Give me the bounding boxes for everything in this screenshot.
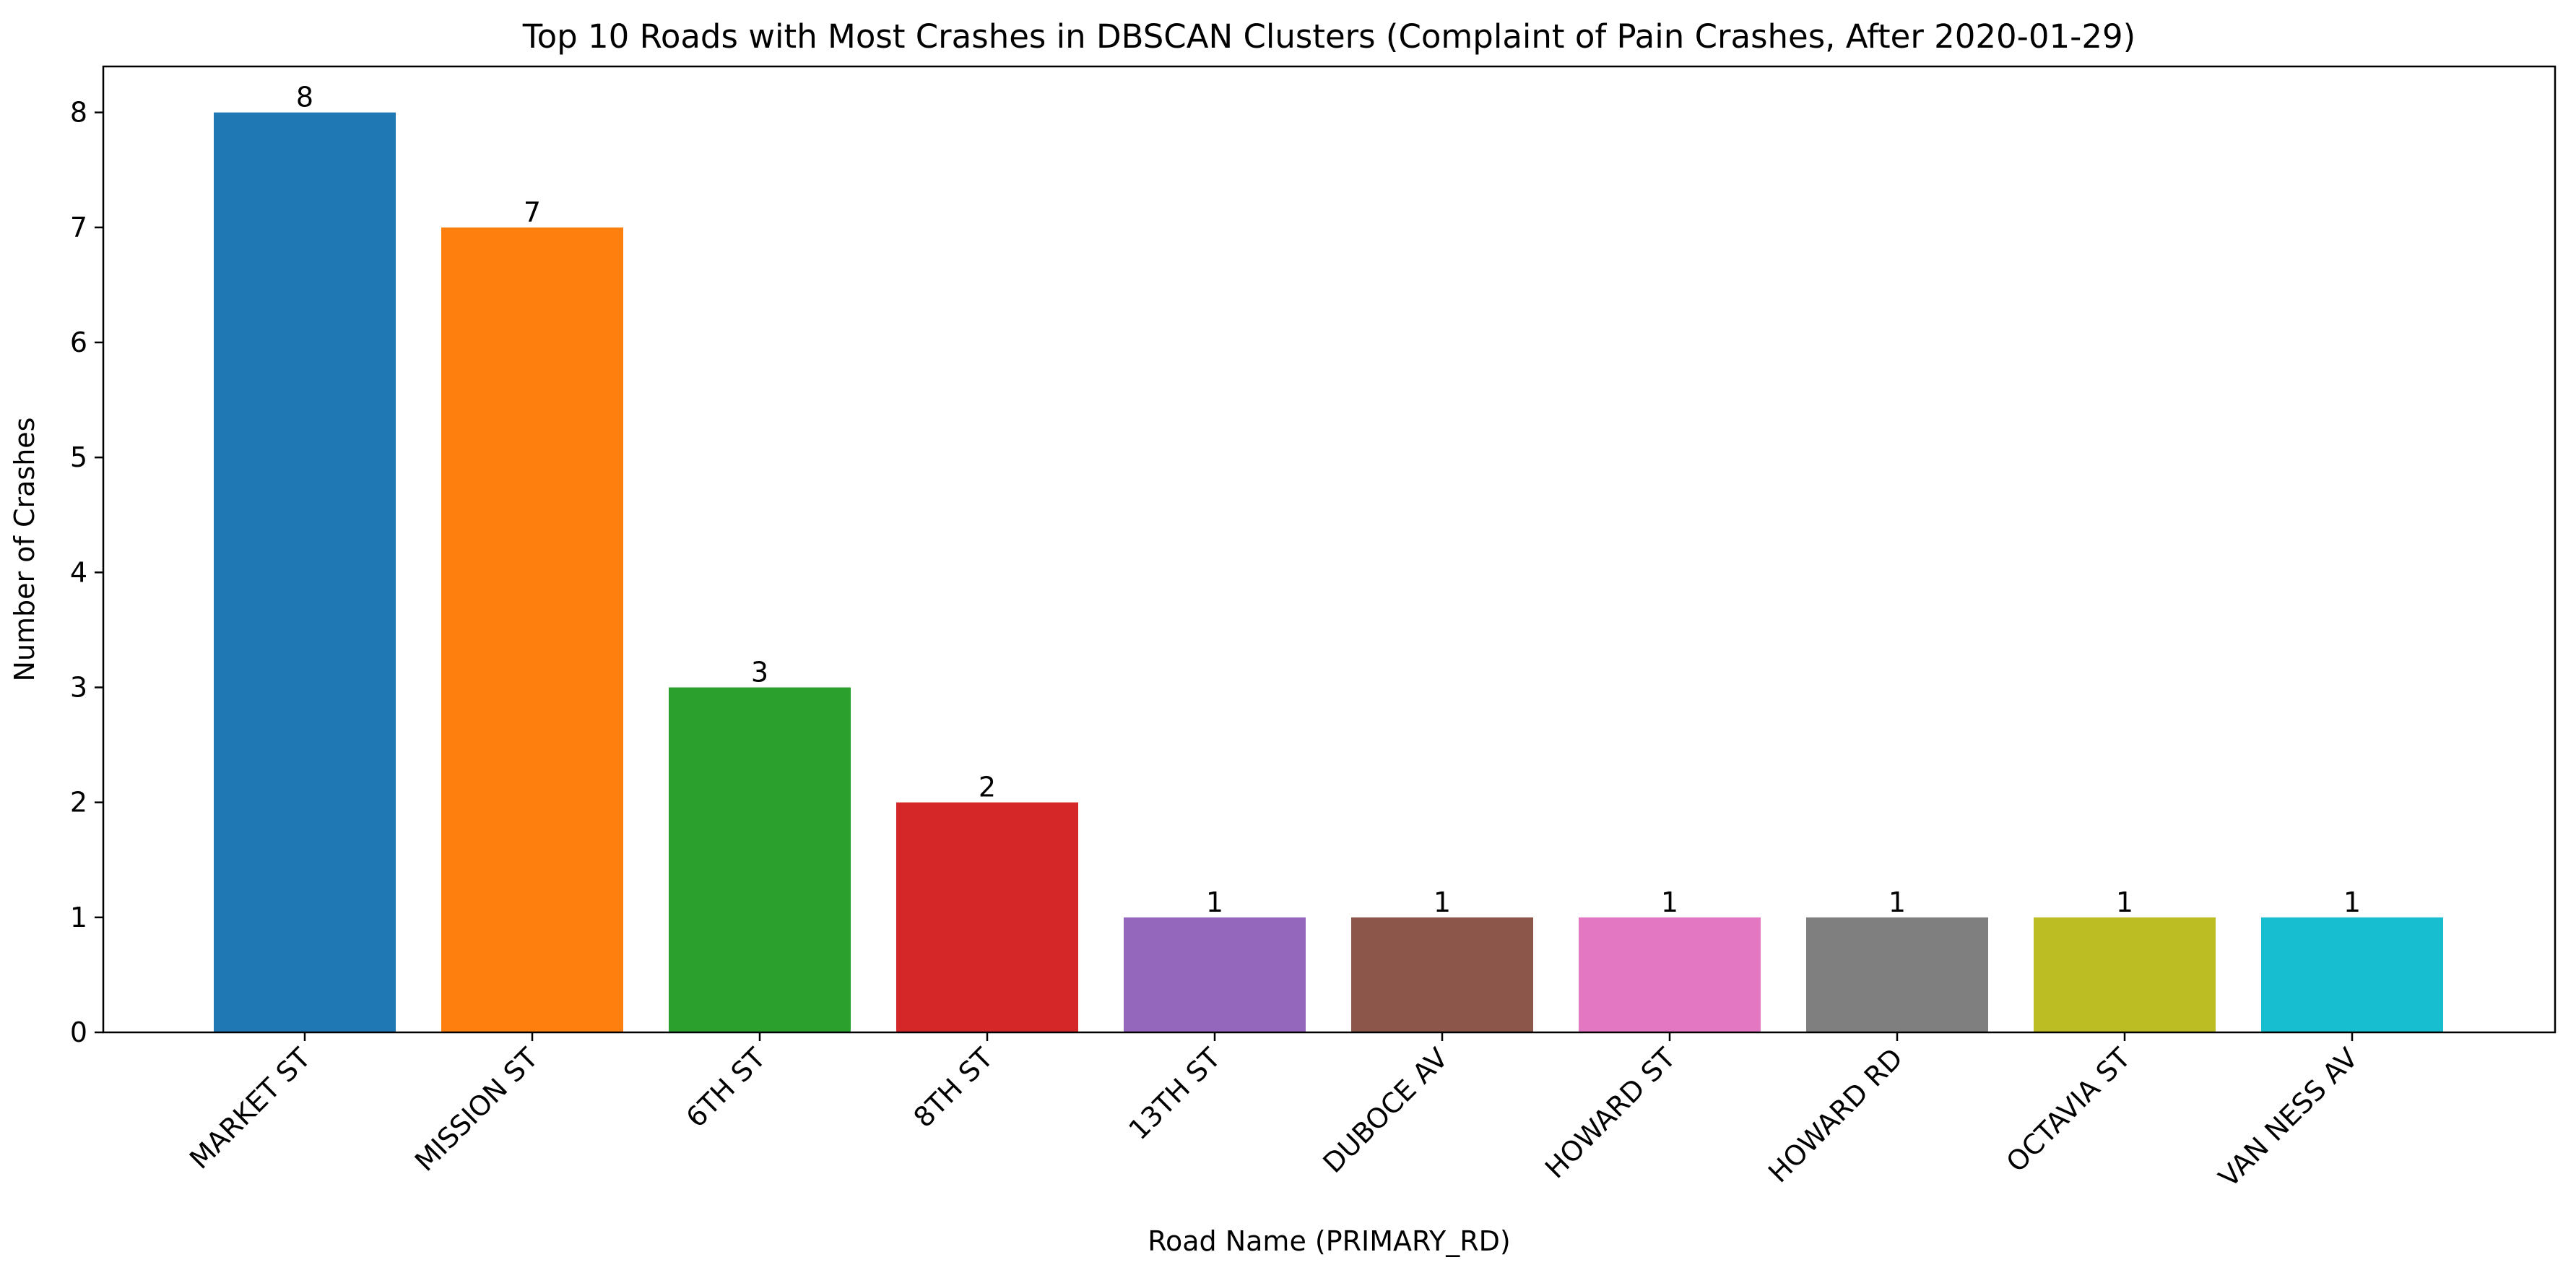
bar-value-label: 1: [1661, 886, 1678, 918]
bar: [896, 802, 1078, 1032]
bar: [214, 112, 396, 1033]
bar-value-label: 2: [979, 772, 996, 803]
x-tick-label: VAN NESS AV: [2213, 1042, 2364, 1193]
bar: [2034, 917, 2216, 1032]
bar: [2261, 917, 2443, 1032]
x-tick-label: MARKET ST: [183, 1042, 317, 1175]
y-tick-label: 3: [70, 672, 87, 704]
x-tick-label: 13TH ST: [1122, 1042, 1226, 1146]
y-tick-label: 2: [70, 787, 87, 819]
y-axis-title: Number of Crashes: [9, 418, 40, 682]
y-tick-label: 5: [70, 441, 87, 473]
x-tick-label: DUBOCE AV: [1317, 1042, 1454, 1179]
plot-area: 8 7 3 2 1 1 1 1 1 1 0 1 2 3 4 5 6 7 8 MARKET ST MISSION ST…: [70, 65, 2557, 1193]
axes-frame: [102, 65, 2557, 1034]
bar-value-label: 8: [296, 82, 313, 113]
x-tick-label: 8TH ST: [908, 1042, 999, 1134]
bar-value-label: 1: [2343, 886, 2361, 918]
x-tick-label: HOWARD ST: [1539, 1042, 1682, 1185]
y-tick-label: 4: [70, 556, 87, 588]
bar: [1579, 917, 1761, 1032]
bars: [214, 112, 2443, 1033]
bar-value-labels: 8 7 3 2 1 1 1 1 1 1: [296, 82, 2361, 918]
bar-value-label: 1: [1434, 886, 1451, 918]
x-tick-label: HOWARD RD: [1762, 1042, 1909, 1188]
bar-value-label: 1: [1206, 886, 1223, 918]
y-axis: 0 1 2 3 4 5 6 7 8: [70, 97, 103, 1048]
y-tick-label: 0: [70, 1016, 87, 1048]
y-tick-label: 8: [70, 97, 87, 129]
chart-title: Top 10 Roads with Most Crashes in DBSCAN…: [522, 17, 2135, 56]
bar-value-label: 1: [1888, 886, 1906, 918]
bar: [1124, 917, 1306, 1032]
bar-value-label: 3: [751, 657, 768, 688]
bar: [1806, 917, 1988, 1032]
x-tick-label: 6TH ST: [680, 1042, 772, 1134]
bar: [1351, 917, 1533, 1032]
x-tick-label: OCTAVIA ST: [2000, 1042, 2137, 1178]
x-tick-label: MISSION ST: [409, 1042, 545, 1178]
bar: [441, 227, 623, 1032]
bar: [669, 687, 851, 1032]
bar-value-label: 7: [524, 197, 541, 228]
x-axis-title: Road Name (PRIMARY_RD): [1148, 1225, 1510, 1257]
bar-value-label: 1: [2116, 886, 2133, 918]
y-tick-label: 1: [70, 902, 87, 933]
y-tick-label: 6: [70, 327, 87, 358]
x-axis: MARKET ST MISSION ST 6TH ST 8TH ST 13TH ST DU…: [183, 1032, 2364, 1193]
y-tick-label: 7: [70, 212, 87, 243]
